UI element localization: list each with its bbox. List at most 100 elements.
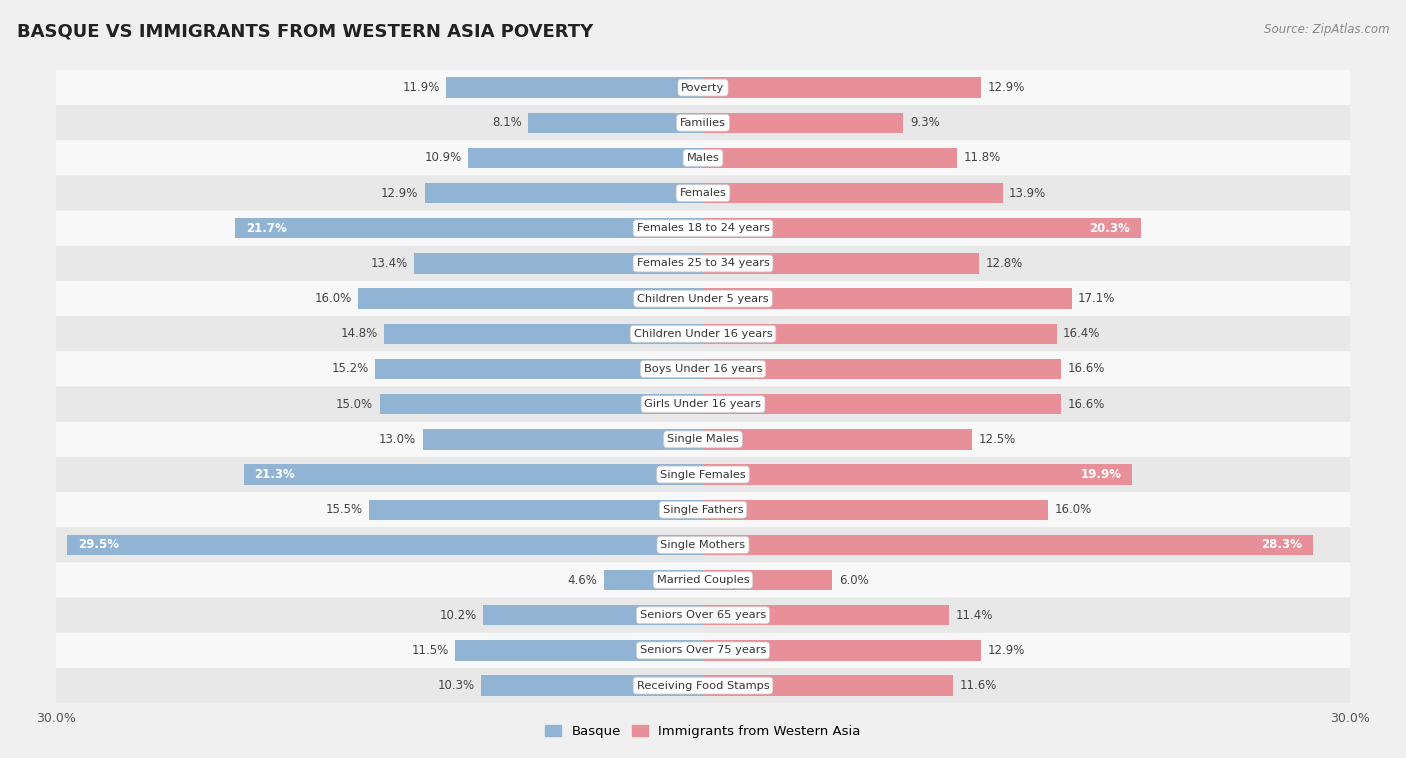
Text: Single Mothers: Single Mothers bbox=[661, 540, 745, 550]
Text: 11.5%: 11.5% bbox=[412, 644, 449, 657]
Text: Girls Under 16 years: Girls Under 16 years bbox=[644, 399, 762, 409]
Text: 13.4%: 13.4% bbox=[370, 257, 408, 270]
Text: 15.2%: 15.2% bbox=[332, 362, 368, 375]
Bar bbox=[703, 359, 1062, 379]
Text: 10.3%: 10.3% bbox=[437, 679, 474, 692]
Bar bbox=[425, 183, 703, 203]
Bar bbox=[235, 218, 703, 239]
Bar bbox=[415, 253, 703, 274]
Text: Females 18 to 24 years: Females 18 to 24 years bbox=[637, 224, 769, 233]
Bar bbox=[703, 675, 953, 696]
Text: 12.9%: 12.9% bbox=[381, 186, 419, 199]
Text: 12.8%: 12.8% bbox=[986, 257, 1022, 270]
Text: 12.5%: 12.5% bbox=[979, 433, 1017, 446]
Bar bbox=[603, 570, 703, 590]
Bar bbox=[368, 500, 703, 520]
FancyBboxPatch shape bbox=[56, 140, 1350, 176]
Bar bbox=[380, 394, 703, 415]
Text: Single Fathers: Single Fathers bbox=[662, 505, 744, 515]
FancyBboxPatch shape bbox=[56, 528, 1350, 562]
Text: Boys Under 16 years: Boys Under 16 years bbox=[644, 364, 762, 374]
Text: Source: ZipAtlas.com: Source: ZipAtlas.com bbox=[1264, 23, 1389, 36]
Text: 15.0%: 15.0% bbox=[336, 398, 373, 411]
Text: 28.3%: 28.3% bbox=[1261, 538, 1302, 551]
Bar bbox=[468, 148, 703, 168]
Bar bbox=[703, 289, 1071, 309]
Legend: Basque, Immigrants from Western Asia: Basque, Immigrants from Western Asia bbox=[540, 719, 866, 743]
Text: 29.5%: 29.5% bbox=[77, 538, 118, 551]
FancyBboxPatch shape bbox=[56, 421, 1350, 457]
Text: Poverty: Poverty bbox=[682, 83, 724, 92]
Bar bbox=[703, 77, 981, 98]
FancyBboxPatch shape bbox=[56, 281, 1350, 316]
Bar bbox=[703, 148, 957, 168]
Text: 10.9%: 10.9% bbox=[425, 152, 461, 164]
Text: 21.3%: 21.3% bbox=[254, 468, 295, 481]
Bar bbox=[703, 394, 1062, 415]
Text: 16.6%: 16.6% bbox=[1067, 398, 1105, 411]
Text: 16.0%: 16.0% bbox=[315, 292, 352, 305]
Text: 9.3%: 9.3% bbox=[910, 116, 939, 130]
Bar bbox=[67, 534, 703, 555]
FancyBboxPatch shape bbox=[56, 597, 1350, 633]
Text: BASQUE VS IMMIGRANTS FROM WESTERN ASIA POVERTY: BASQUE VS IMMIGRANTS FROM WESTERN ASIA P… bbox=[17, 23, 593, 41]
FancyBboxPatch shape bbox=[56, 492, 1350, 528]
Text: 20.3%: 20.3% bbox=[1090, 222, 1130, 235]
Bar bbox=[529, 112, 703, 133]
Text: 11.4%: 11.4% bbox=[955, 609, 993, 622]
Text: Seniors Over 75 years: Seniors Over 75 years bbox=[640, 645, 766, 656]
FancyBboxPatch shape bbox=[56, 211, 1350, 246]
Text: 8.1%: 8.1% bbox=[492, 116, 522, 130]
Bar bbox=[456, 641, 703, 661]
Bar bbox=[359, 289, 703, 309]
Bar bbox=[423, 429, 703, 449]
FancyBboxPatch shape bbox=[56, 316, 1350, 352]
Bar bbox=[703, 112, 904, 133]
Text: 19.9%: 19.9% bbox=[1080, 468, 1121, 481]
Text: 13.9%: 13.9% bbox=[1010, 186, 1046, 199]
Text: 12.9%: 12.9% bbox=[987, 81, 1025, 94]
Text: Females: Females bbox=[679, 188, 727, 198]
FancyBboxPatch shape bbox=[56, 70, 1350, 105]
Text: 11.9%: 11.9% bbox=[402, 81, 440, 94]
Bar bbox=[703, 253, 979, 274]
Text: 17.1%: 17.1% bbox=[1078, 292, 1115, 305]
FancyBboxPatch shape bbox=[56, 562, 1350, 597]
Bar bbox=[703, 218, 1140, 239]
FancyBboxPatch shape bbox=[56, 633, 1350, 668]
Bar bbox=[703, 605, 949, 625]
Text: Males: Males bbox=[686, 153, 720, 163]
Text: 14.8%: 14.8% bbox=[340, 327, 377, 340]
Text: 11.6%: 11.6% bbox=[959, 679, 997, 692]
Text: Families: Families bbox=[681, 117, 725, 128]
Bar bbox=[481, 675, 703, 696]
Text: Single Females: Single Females bbox=[661, 469, 745, 480]
Text: 6.0%: 6.0% bbox=[839, 574, 869, 587]
Bar bbox=[703, 429, 973, 449]
Text: Receiving Food Stamps: Receiving Food Stamps bbox=[637, 681, 769, 691]
Text: 11.8%: 11.8% bbox=[965, 152, 1001, 164]
Text: Married Couples: Married Couples bbox=[657, 575, 749, 585]
FancyBboxPatch shape bbox=[56, 352, 1350, 387]
Text: 10.2%: 10.2% bbox=[440, 609, 477, 622]
Bar bbox=[243, 465, 703, 484]
Text: Children Under 5 years: Children Under 5 years bbox=[637, 293, 769, 304]
Bar bbox=[484, 605, 703, 625]
Text: Seniors Over 65 years: Seniors Over 65 years bbox=[640, 610, 766, 620]
Text: Females 25 to 34 years: Females 25 to 34 years bbox=[637, 258, 769, 268]
FancyBboxPatch shape bbox=[56, 246, 1350, 281]
Text: 15.5%: 15.5% bbox=[325, 503, 363, 516]
Text: 16.4%: 16.4% bbox=[1063, 327, 1101, 340]
Text: 4.6%: 4.6% bbox=[568, 574, 598, 587]
Bar bbox=[703, 465, 1132, 484]
Bar bbox=[375, 359, 703, 379]
Bar bbox=[703, 641, 981, 661]
FancyBboxPatch shape bbox=[56, 387, 1350, 421]
Bar bbox=[703, 324, 1056, 344]
Text: Children Under 16 years: Children Under 16 years bbox=[634, 329, 772, 339]
Bar bbox=[384, 324, 703, 344]
Text: Single Males: Single Males bbox=[666, 434, 740, 444]
FancyBboxPatch shape bbox=[56, 105, 1350, 140]
FancyBboxPatch shape bbox=[56, 176, 1350, 211]
Bar bbox=[703, 534, 1313, 555]
